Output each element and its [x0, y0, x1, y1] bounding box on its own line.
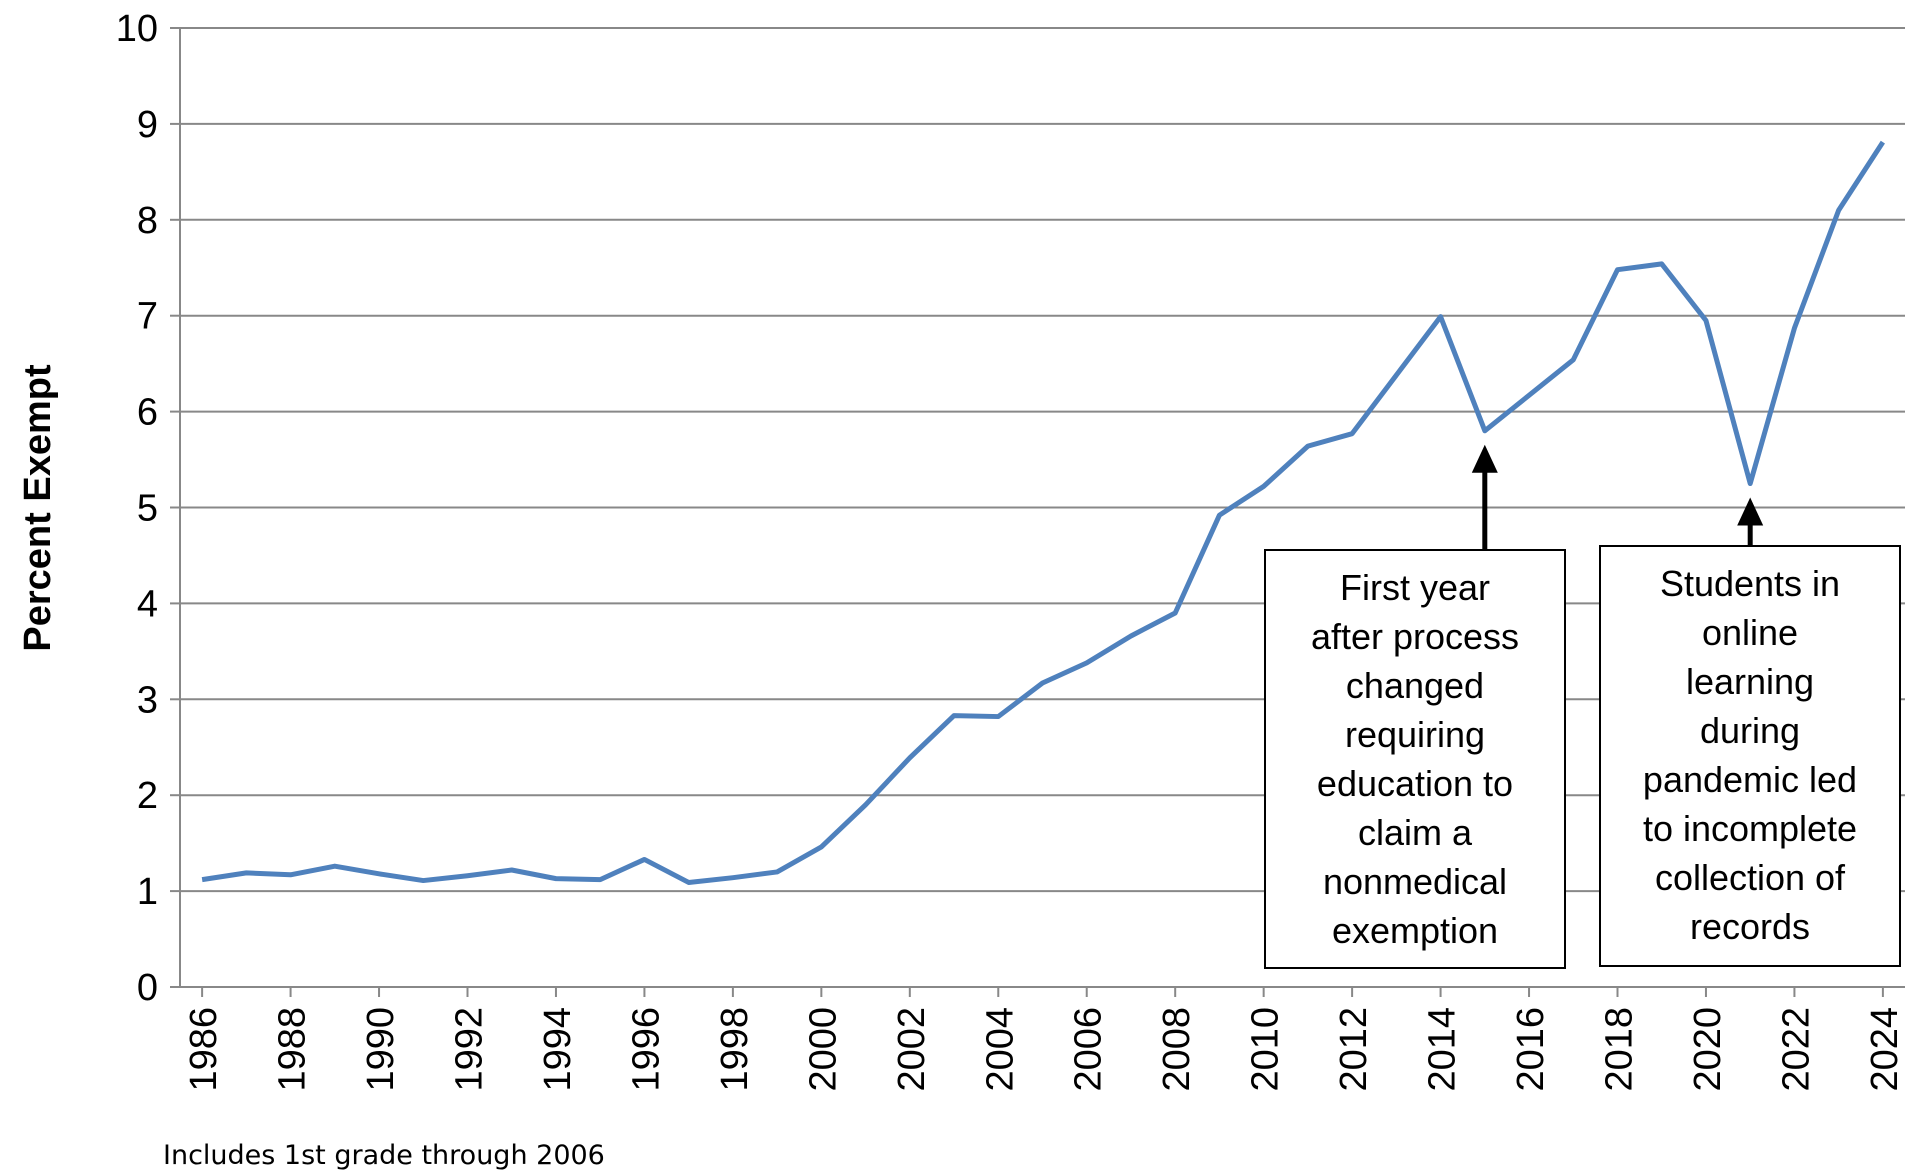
y-tick-label: 1: [137, 871, 158, 913]
annotation-text: after process: [1311, 616, 1519, 657]
annotation-text: education to: [1317, 763, 1513, 804]
y-tick-label: 8: [137, 200, 158, 242]
annotation-text: claim a: [1358, 812, 1473, 853]
footnote: Includes 1st grade through 2006: [163, 1140, 605, 1171]
x-tick-label: 2018: [1599, 1007, 1641, 1092]
annotation-text: requiring: [1345, 714, 1485, 755]
x-tick-label: 2004: [979, 1007, 1021, 1092]
annotation-text: to incomplete: [1643, 808, 1857, 849]
x-tick-label: 1988: [272, 1007, 314, 1092]
annotation-text: pandemic led: [1643, 759, 1857, 800]
annotation-box: [1264, 549, 1566, 969]
x-tick-label: 2012: [1333, 1007, 1375, 1092]
y-tick-label: 5: [137, 488, 158, 530]
x-tick-label: 1998: [714, 1007, 756, 1092]
y-tick-label: 6: [137, 392, 158, 434]
x-tick-label: 1992: [449, 1007, 491, 1092]
annotation-box: [1599, 545, 1901, 967]
annotation-arrowhead: [1471, 444, 1498, 473]
x-tick-label: 2000: [802, 1007, 844, 1092]
x-tick-label: 2022: [1775, 1007, 1817, 1092]
x-tick-label: 2014: [1422, 1007, 1464, 1092]
y-tick-label: 7: [137, 296, 158, 338]
annotation-text: Students in: [1660, 563, 1840, 604]
x-tick-label: 2016: [1510, 1007, 1552, 1092]
y-tick-label: 3: [137, 679, 158, 721]
y-tick-label: 0: [137, 967, 158, 1009]
x-tick-label: 1986: [183, 1007, 225, 1092]
x-tick-label: 2002: [891, 1007, 933, 1092]
x-tick-label: 1990: [360, 1007, 402, 1092]
x-tick-label: 2020: [1687, 1007, 1729, 1092]
annotation-text: First year: [1340, 567, 1490, 608]
x-tick-label: 2024: [1864, 1007, 1906, 1092]
annotation-arrowhead: [1737, 497, 1764, 526]
annotation-text: records: [1690, 906, 1810, 947]
y-axis-label: Percent Exempt: [17, 364, 59, 652]
annotation-text: exemption: [1332, 910, 1498, 951]
x-tick-label: 1994: [537, 1007, 579, 1092]
data-line: [201, 140, 1885, 885]
y-tick-label: 9: [137, 104, 158, 146]
annotation-text: collection of: [1655, 857, 1846, 898]
x-tick-label: 1996: [625, 1007, 667, 1092]
x-tick-label: 2010: [1245, 1007, 1287, 1092]
annotation-text: changed: [1346, 665, 1484, 706]
annotation-text: nonmedical: [1323, 861, 1507, 902]
y-tick-label: 4: [137, 583, 158, 625]
annotation-text: learning: [1686, 661, 1814, 702]
y-tick-label: 2: [137, 775, 158, 817]
annotation-text: during: [1700, 710, 1800, 751]
x-tick-label: 2008: [1156, 1007, 1198, 1092]
annotation-text: online: [1702, 612, 1798, 653]
x-tick-label: 2006: [1068, 1007, 1110, 1092]
y-tick-label: 10: [116, 8, 158, 50]
